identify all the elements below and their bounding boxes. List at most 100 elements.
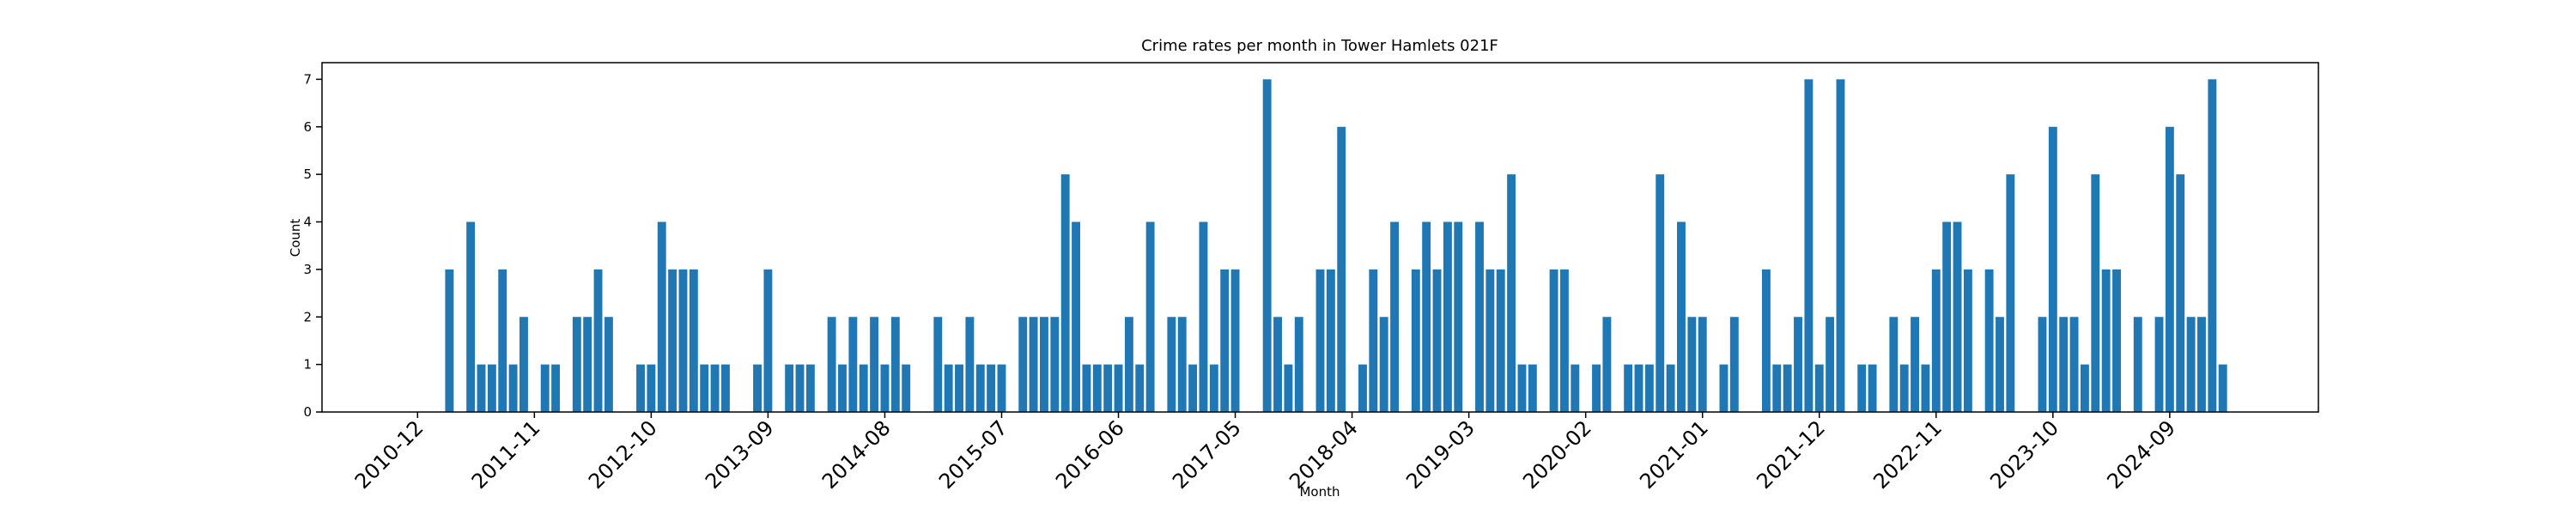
bar [1369, 269, 1378, 412]
bar [859, 364, 868, 412]
x-tick-label: 2011-11 [467, 415, 545, 494]
bar [1507, 174, 1516, 412]
x-axis-label: Month [1299, 484, 1340, 500]
x-tick-label: 2021-12 [1752, 415, 1830, 494]
bar [1060, 174, 1070, 412]
bar [1921, 364, 1930, 412]
bar [1931, 269, 1941, 412]
bar [1379, 317, 1388, 412]
bar [668, 269, 677, 412]
bar [477, 364, 486, 412]
bar [1114, 364, 1123, 412]
x-tick-label: 2013-09 [701, 415, 779, 494]
bar [700, 364, 709, 412]
bar [1262, 79, 1272, 412]
bar [657, 221, 666, 412]
bar [1358, 364, 1367, 412]
bar [1018, 317, 1028, 412]
bar [880, 364, 890, 412]
bar [1592, 364, 1601, 412]
bar [890, 317, 900, 412]
bar [2208, 79, 2217, 412]
bar [2059, 317, 2069, 412]
bar [1432, 269, 1442, 412]
bar [2048, 126, 2057, 412]
bar [1899, 364, 1909, 412]
bar [763, 269, 773, 412]
bar [1687, 317, 1697, 412]
bar [1602, 317, 1612, 412]
bar [965, 317, 975, 412]
bar [785, 364, 794, 412]
bar [1836, 79, 1845, 412]
bar [1167, 317, 1176, 412]
bar [508, 364, 518, 412]
bar [583, 317, 592, 412]
bar [1390, 221, 1400, 412]
bar [902, 364, 911, 412]
x-tick-label: 2015-07 [934, 415, 1012, 494]
bar [1772, 364, 1782, 412]
x-tick-label: 2016-06 [1051, 415, 1129, 494]
bar [2197, 317, 2206, 412]
bar [1103, 364, 1113, 412]
bar [2069, 317, 2079, 412]
bar [1050, 317, 1060, 412]
y-tick-label: 5 [303, 167, 312, 182]
bar [2154, 317, 2164, 412]
bar [1145, 221, 1155, 412]
bar [1783, 364, 1792, 412]
y-tick-label: 0 [303, 404, 312, 420]
bar [805, 364, 815, 412]
bar [1698, 317, 1707, 412]
bar [1761, 269, 1771, 412]
bar [1124, 317, 1133, 412]
bar [689, 269, 698, 412]
bar [975, 364, 985, 412]
bar [944, 364, 953, 412]
bar [1942, 221, 1952, 412]
bar [1092, 364, 1102, 412]
bar [1644, 364, 1654, 412]
bar [1814, 364, 1824, 412]
bar [955, 364, 963, 412]
y-tick-label: 1 [303, 357, 312, 373]
bar [647, 364, 656, 412]
bar [1528, 364, 1537, 412]
bar [1294, 317, 1303, 412]
x-tick-label: 2010-12 [350, 415, 428, 494]
x-tick-label: 2023-10 [1985, 415, 2063, 494]
bar [721, 364, 730, 412]
x-tick-label: 2022-11 [1868, 415, 1947, 494]
bar [870, 317, 879, 412]
bar [2091, 174, 2100, 412]
bar [1188, 364, 1198, 412]
bar [1326, 269, 1335, 412]
bar [795, 364, 805, 412]
bar [1953, 221, 1962, 412]
bar [1273, 317, 1282, 412]
x-tick-label: 2012-10 [584, 415, 662, 494]
bar [933, 317, 943, 412]
bar [1475, 221, 1484, 412]
x-tick-label: 2024-09 [2102, 415, 2180, 494]
x-tick-label: 2020-02 [1518, 415, 1596, 494]
bar [1496, 269, 1505, 412]
bar [848, 317, 858, 412]
bar [838, 364, 847, 412]
y-tick-label: 2 [303, 309, 312, 324]
bar [604, 317, 613, 412]
bar [1984, 269, 1994, 412]
y-axis-label: Count [288, 219, 303, 258]
bar [1911, 317, 1919, 412]
bar [1209, 364, 1218, 412]
bar [1082, 364, 1091, 412]
y-tick-label: 3 [303, 262, 312, 277]
bar [1559, 269, 1569, 412]
bar [753, 364, 762, 412]
y-tick-label: 6 [303, 119, 312, 135]
bar [2112, 269, 2121, 412]
bar [2006, 174, 2015, 412]
bar [1177, 317, 1187, 412]
